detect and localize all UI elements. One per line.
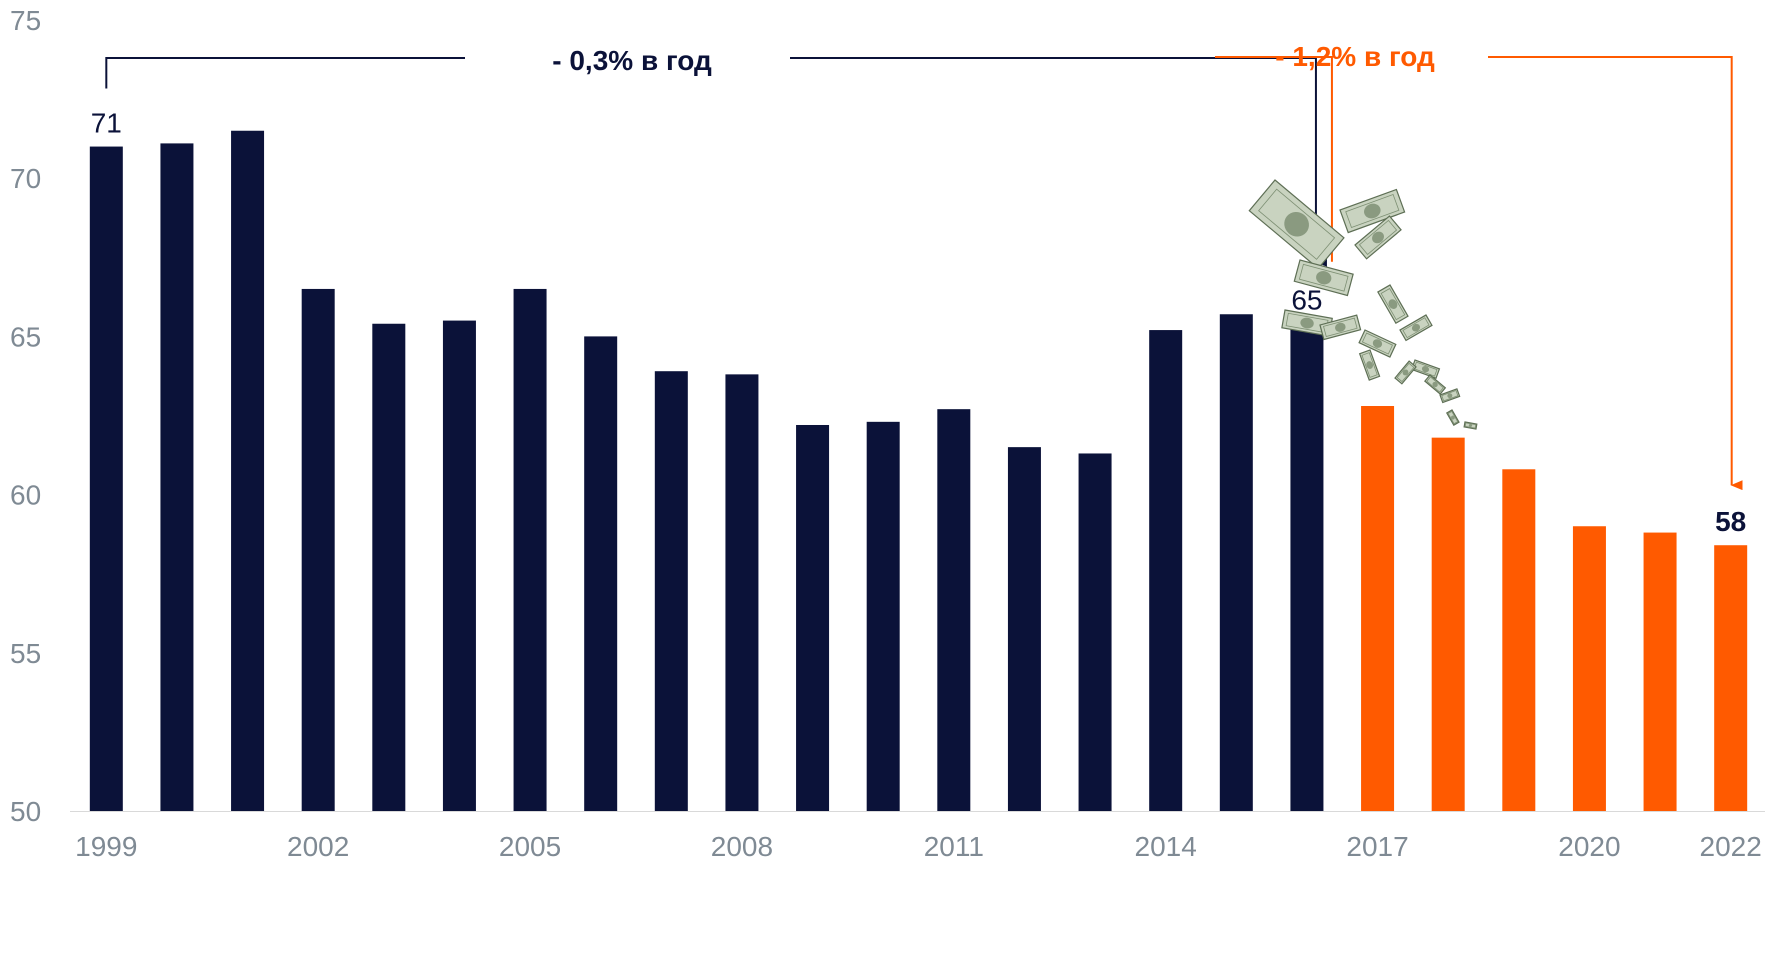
bar-2011 [937, 409, 971, 811]
annotation-bracket-accent: - 1,2% в год [1215, 41, 1732, 485]
x-tick-label: 2020 [1558, 831, 1620, 862]
annotation-dark-text: - 0,3% в год [552, 45, 712, 76]
banknote-icon [1319, 314, 1362, 341]
x-tick-label: 2022 [1700, 831, 1762, 862]
bracket-dark-line [105, 57, 1316, 262]
data-labels: 71 65 58 [91, 108, 1747, 538]
x-tick-label: 2002 [287, 831, 349, 862]
annotation-accent-text: - 1,2% в год [1275, 41, 1435, 72]
annotation-bracket-dark: - 0,3% в год [105, 45, 1316, 262]
bar-2001 [231, 130, 265, 812]
bar-2002 [301, 288, 335, 811]
bar-2010 [866, 421, 900, 811]
bar-1999 [89, 146, 123, 811]
bars [89, 130, 1748, 812]
banknote-icon [1439, 388, 1461, 404]
y-tick-label: 70 [10, 163, 41, 194]
banknote-icon [1358, 329, 1397, 358]
y-tick-label: 75 [10, 5, 41, 36]
bar-2018 [1431, 437, 1465, 811]
banknote-icon [1354, 215, 1402, 260]
bar-2015 [1219, 314, 1253, 811]
bar-2020 [1572, 526, 1606, 811]
bracket-accent-line [1215, 56, 1732, 485]
banknote-icon [1358, 349, 1381, 381]
y-axis-ticks: 50 55 60 65 70 75 [10, 5, 41, 827]
banknote-icon [1424, 374, 1447, 395]
falling-money-icon [1248, 179, 1478, 430]
data-label-2022: 58 [1715, 506, 1746, 537]
banknote-icon [1445, 409, 1460, 426]
banknote-icon [1293, 259, 1354, 297]
bar-2012 [1007, 447, 1041, 811]
y-tick-label: 50 [10, 796, 41, 827]
x-tick-label: 2014 [1135, 831, 1197, 862]
data-label-2016: 65 [1291, 285, 1322, 316]
bar-2013 [1078, 453, 1112, 811]
bar-2022 [1714, 545, 1748, 811]
banknote-icon [1399, 314, 1433, 342]
y-tick-label: 55 [10, 638, 41, 669]
banknote-icon [1248, 179, 1345, 270]
bar-2000 [160, 143, 194, 811]
banknote-icon [1463, 421, 1478, 430]
x-tick-label: 1999 [75, 831, 137, 862]
banknote-icon [1410, 359, 1441, 380]
banknote-icon [1339, 188, 1406, 234]
x-tick-label: 2017 [1346, 831, 1408, 862]
bar-2007 [654, 371, 688, 811]
x-tick-label: 2008 [711, 831, 773, 862]
bar-2006 [584, 336, 618, 811]
bar-2021 [1643, 532, 1677, 811]
x-tick-label: 2011 [924, 831, 984, 862]
y-tick-label: 60 [10, 480, 41, 511]
x-axis-ticks: 1999 2002 2005 2008 2011 2014 2017 2020 2022 [75, 831, 1762, 862]
bar-2009 [796, 424, 830, 811]
bar-2019 [1502, 469, 1536, 811]
bar-2004 [442, 320, 476, 811]
x-tick-label: 2005 [499, 831, 561, 862]
banknote-icon [1377, 284, 1409, 324]
bar-2005 [513, 288, 547, 811]
banknote-icon [1394, 360, 1417, 385]
data-label-1999: 71 [91, 108, 122, 139]
bar-2008 [725, 374, 759, 811]
bar-2016 [1290, 323, 1324, 811]
bar-2014 [1149, 330, 1183, 811]
y-tick-label: 65 [10, 321, 41, 352]
bar-2003 [372, 323, 406, 811]
bar-2017 [1361, 406, 1395, 811]
